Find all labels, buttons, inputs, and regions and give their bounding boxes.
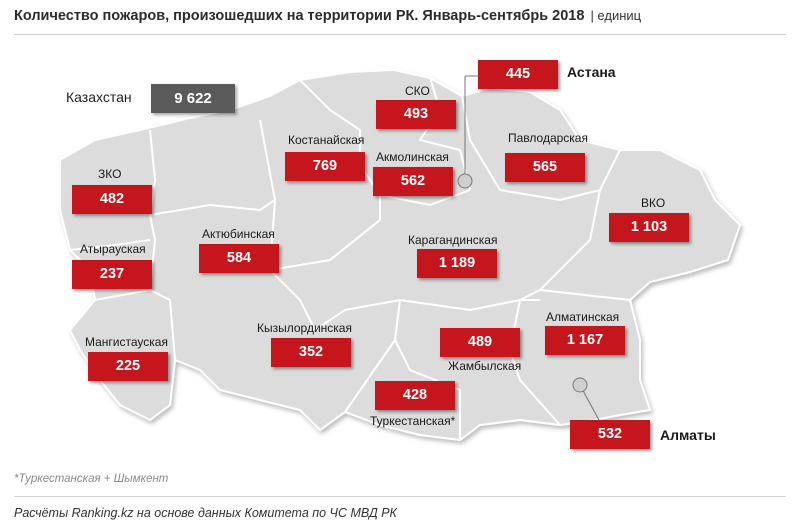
region-label-akmola: Акмолинская (376, 150, 449, 164)
region-label-mangystau: Мангистауская (85, 335, 168, 349)
city-value-astana: 445 (478, 60, 558, 89)
footnote: *Туркестанская + Шымкент (14, 473, 169, 485)
title-text: Количество пожаров, произошедших на терр… (14, 8, 585, 24)
region-label-zhambyl: Жамбылская (448, 359, 522, 373)
source-note: Расчёты Ranking.kz на основе данных Коми… (14, 506, 397, 520)
region-value-zhambyl: 489 (440, 328, 520, 357)
region-value-sko: 493 (376, 100, 456, 129)
region-value-pavlodar: 565 (505, 153, 585, 182)
region-value-karaganda: 1 189 (417, 249, 497, 278)
title-divider (14, 34, 786, 35)
region-value-kostanay: 769 (285, 152, 365, 181)
region-label-kostanay: Костанайская (288, 133, 365, 147)
region-value-atyrau: 237 (72, 260, 152, 289)
total-label: Казахстан (66, 89, 132, 105)
almaty-marker (572, 377, 601, 423)
region-value-kyzylorda: 352 (271, 338, 351, 367)
region-label-atyrau: Атырауская (80, 242, 146, 256)
region-value-akmola: 562 (373, 167, 453, 196)
region-value-zko: 482 (72, 185, 152, 214)
region-label-almaty-region: Алматинская (546, 310, 620, 324)
region-label-sko: СКО (405, 84, 430, 98)
unit-label: | единиц (590, 8, 642, 23)
region-label-turkestan: Туркестанская* (370, 414, 456, 428)
region-value-vko: 1 103 (609, 213, 689, 242)
astana-marker (457, 75, 478, 189)
region-label-vko: ВКО (641, 196, 666, 210)
region-value-aktobe: 584 (199, 244, 279, 273)
region-label-zko: ЗКО (98, 167, 122, 181)
city-value-almaty: 532 (570, 420, 650, 449)
region-value-mangystau: 225 (88, 352, 168, 381)
total-value: 9 622 (151, 84, 235, 113)
region-label-kyzylorda: Кызылординская (257, 321, 352, 335)
page-title: Количество пожаров, произошедших на терр… (14, 8, 641, 24)
footer-divider (14, 496, 786, 497)
region-value-turkestan: 428 (375, 381, 455, 410)
region-label-aktobe: Актюбинская (202, 227, 275, 241)
region-label-pavlodar: Павлодарская (508, 131, 588, 145)
city-label-astana: Астана (567, 64, 616, 80)
region-label-karaganda: Карагандинская (408, 233, 498, 247)
region-value-almaty-region: 1 167 (545, 326, 625, 355)
city-label-almaty: Алматы (660, 427, 716, 443)
